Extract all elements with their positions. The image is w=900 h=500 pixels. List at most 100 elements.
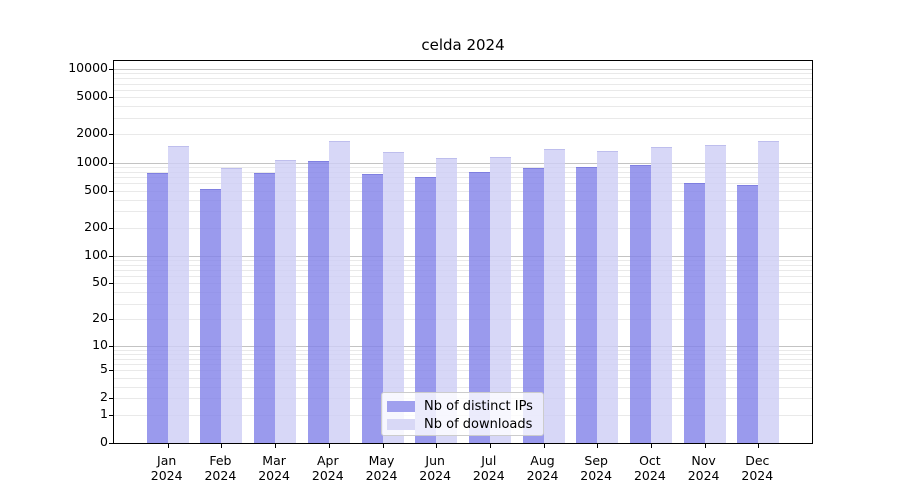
y-tick-label: 2 <box>100 389 108 405</box>
bar-downloads-may <box>382 152 404 443</box>
x-tick-label-nov: Nov 2024 <box>687 453 720 483</box>
legend-swatch-downloads <box>387 419 415 430</box>
y-tick-label: 500 <box>84 181 108 197</box>
y-tick-label: 20 <box>92 310 108 326</box>
x-tick <box>650 444 652 448</box>
bar-downloads-jul <box>489 157 511 443</box>
bar-downloads-jun <box>436 157 458 443</box>
gridline-minor <box>114 78 812 80</box>
gridline-minor <box>114 319 812 321</box>
y-tick <box>109 162 113 164</box>
x-tick-label-may: May 2024 <box>365 453 398 483</box>
gridline-minor <box>114 199 812 201</box>
y-tick-label: 10 <box>92 336 108 352</box>
x-tick <box>275 444 277 448</box>
x-tick <box>704 444 706 448</box>
gridline-minor <box>114 353 812 355</box>
bar-downloads-feb <box>221 168 243 443</box>
gridline-minor <box>114 349 812 351</box>
x-tick <box>221 444 223 448</box>
y-tick <box>109 319 113 321</box>
bar-distinct-ips-mar <box>254 173 276 443</box>
chart-title: celda 2024 <box>421 36 505 54</box>
y-tick <box>109 227 113 229</box>
gridline-minor <box>114 269 812 271</box>
bar-downloads-aug <box>543 148 565 443</box>
gridline-minor <box>114 134 812 136</box>
gridline-minor <box>114 358 812 360</box>
y-tick <box>109 443 113 444</box>
gridline-minor <box>114 292 812 294</box>
gridline-minor <box>114 83 812 85</box>
y-tick <box>109 97 113 99</box>
x-tick <box>543 444 545 448</box>
x-tick-label-jul: Jul 2024 <box>472 453 505 483</box>
x-tick-label-dec: Dec 2024 <box>741 453 774 483</box>
bar-downloads-oct <box>650 147 672 443</box>
bar-distinct-ips-may <box>361 173 383 443</box>
bar-distinct-ips-jan <box>146 173 168 443</box>
x-tick-label-jun: Jun 2024 <box>419 453 452 483</box>
bar-distinct-ips-dec <box>737 184 759 443</box>
bar-downloads-mar <box>275 159 297 443</box>
bar-distinct-ips-jul <box>468 171 490 443</box>
gridline-major <box>114 345 812 347</box>
gridline-minor <box>114 166 812 168</box>
y-tick <box>109 283 113 285</box>
x-tick <box>382 444 384 448</box>
y-tick-label: 5 <box>100 361 108 377</box>
gridline-minor <box>114 377 812 379</box>
gridline-minor <box>114 89 812 91</box>
y-tick <box>109 345 113 347</box>
x-tick <box>167 444 169 448</box>
gridline-minor <box>114 283 812 285</box>
x-tick-label-oct: Oct 2024 <box>633 453 666 483</box>
y-tick-label: 100 <box>84 246 108 262</box>
gridline-minor <box>114 97 812 99</box>
bar-downloads-nov <box>704 144 726 443</box>
bar-downloads-jan <box>167 145 189 443</box>
bar-distinct-ips-apr <box>307 161 329 443</box>
bar-distinct-ips-sep <box>576 166 598 443</box>
x-tick-label-jan: Jan 2024 <box>150 453 183 483</box>
gridline-minor <box>114 276 812 278</box>
bar-distinct-ips-jun <box>415 176 437 443</box>
gridline-minor <box>114 370 812 372</box>
gridline-minor <box>114 364 812 365</box>
legend-row-downloads: Nb of downloads <box>387 416 535 433</box>
x-tick-label-apr: Apr 2024 <box>311 453 344 483</box>
gridline-minor <box>114 117 812 119</box>
gridline-minor <box>114 227 812 229</box>
legend-label-downloads: Nb of downloads <box>424 416 533 432</box>
y-tick-label: 10000 <box>68 60 108 75</box>
bar-downloads-dec <box>758 140 780 443</box>
y-tick <box>109 370 113 372</box>
gridline-minor <box>114 386 812 388</box>
legend-swatch-distinct-ips <box>387 401 415 412</box>
y-tick <box>109 255 113 257</box>
x-tick-label-feb: Feb 2024 <box>204 453 237 483</box>
gridline-minor <box>114 171 812 173</box>
y-tick-label: 5000 <box>76 88 108 104</box>
x-tick-label-mar: Mar 2024 <box>258 453 290 483</box>
y-tick <box>109 398 113 400</box>
gridline-minor <box>114 183 812 185</box>
x-tick <box>436 444 438 448</box>
y-tick <box>109 414 113 416</box>
x-tick <box>597 444 599 448</box>
y-tick-label: 50 <box>92 274 108 290</box>
bar-distinct-ips-oct <box>629 164 651 443</box>
gridline-major <box>114 69 812 70</box>
y-tick-label: 0 <box>100 434 108 449</box>
y-tick <box>109 190 113 192</box>
y-tick <box>109 69 113 70</box>
legend: Nb of distinct IPs Nb of downloads <box>381 392 544 436</box>
gridline-minor <box>114 259 812 261</box>
legend-label-distinct-ips: Nb of distinct IPs <box>424 398 533 414</box>
y-tick-label: 1000 <box>76 153 108 169</box>
gridline-minor <box>114 211 812 213</box>
y-tick-label: 2000 <box>76 125 108 141</box>
x-tick <box>328 444 330 448</box>
bar-distinct-ips-feb <box>200 189 222 443</box>
